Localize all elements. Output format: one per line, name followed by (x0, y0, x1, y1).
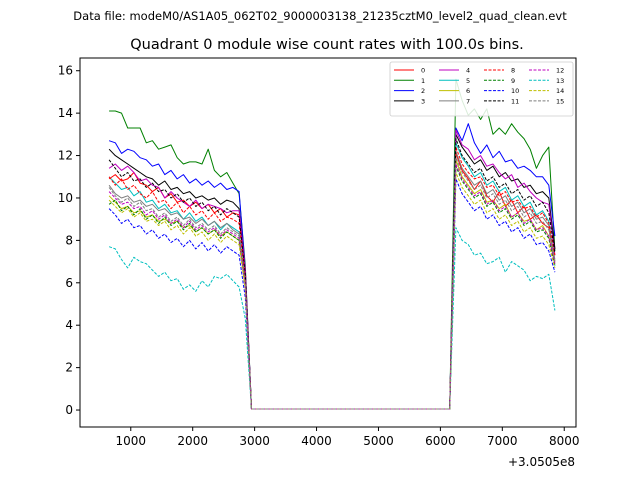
y-tick-label: 16 (58, 64, 73, 78)
series-line-14 (108, 172, 556, 410)
legend-label-8: 8 (511, 67, 515, 75)
x-tick-label: 3000 (239, 434, 270, 448)
x-tick-label: 7000 (487, 434, 518, 448)
legend-label-3: 3 (421, 97, 425, 105)
y-tick-label: 4 (65, 318, 73, 332)
legend-label-1: 1 (421, 77, 425, 85)
y-tick-label: 6 (65, 276, 73, 290)
x-tick-label: 1000 (116, 434, 147, 448)
legend-label-12: 12 (556, 67, 564, 75)
y-tick-label: 0 (65, 403, 73, 417)
plot-frame (79, 57, 577, 428)
y-axis: 0 2 4 6 8 10 12 14 16 (58, 64, 80, 417)
legend-box (389, 61, 574, 117)
y-tick-label: 14 (58, 106, 73, 120)
plot-area (80, 58, 576, 427)
legend-label-6: 6 (466, 87, 470, 95)
series-layer (108, 78, 556, 410)
x-axis: 1000 2000 3000 4000 5000 6000 7000 8000 (116, 427, 580, 448)
legend-label-15: 15 (556, 97, 564, 105)
figure-suptitle: Data file: modeM0/AS1A05_062T02_90000031… (73, 9, 567, 23)
series-line-13 (108, 227, 556, 410)
legend-label-2: 2 (421, 87, 425, 95)
legend-label-9: 9 (511, 77, 515, 85)
x-tick-label: 4000 (301, 434, 332, 448)
legend-label-7: 7 (466, 97, 470, 105)
y-tick-label: 2 (65, 361, 73, 375)
legend-label-0: 0 (421, 67, 425, 75)
chart-title: Quadrant 0 module wise count rates with … (130, 37, 524, 53)
legend-label-11: 11 (511, 97, 519, 105)
y-tick-label: 12 (58, 149, 73, 163)
x-tick-label: 6000 (425, 434, 456, 448)
x-tick-label: 5000 (363, 434, 394, 448)
x-offset-label: +3.0505e8 (508, 455, 575, 469)
y-tick-label: 10 (58, 191, 73, 205)
legend-label-5: 5 (466, 77, 470, 85)
x-tick-label: 2000 (177, 434, 208, 448)
x-tick-label: 8000 (549, 434, 580, 448)
legend-label-13: 13 (556, 77, 564, 85)
series-line-15 (108, 157, 556, 410)
legend-label-10: 10 (511, 87, 519, 95)
legend-label-4: 4 (466, 67, 470, 75)
series-line-12 (108, 163, 556, 410)
legend-label-14: 14 (556, 87, 564, 95)
y-tick-label: 8 (65, 233, 73, 247)
